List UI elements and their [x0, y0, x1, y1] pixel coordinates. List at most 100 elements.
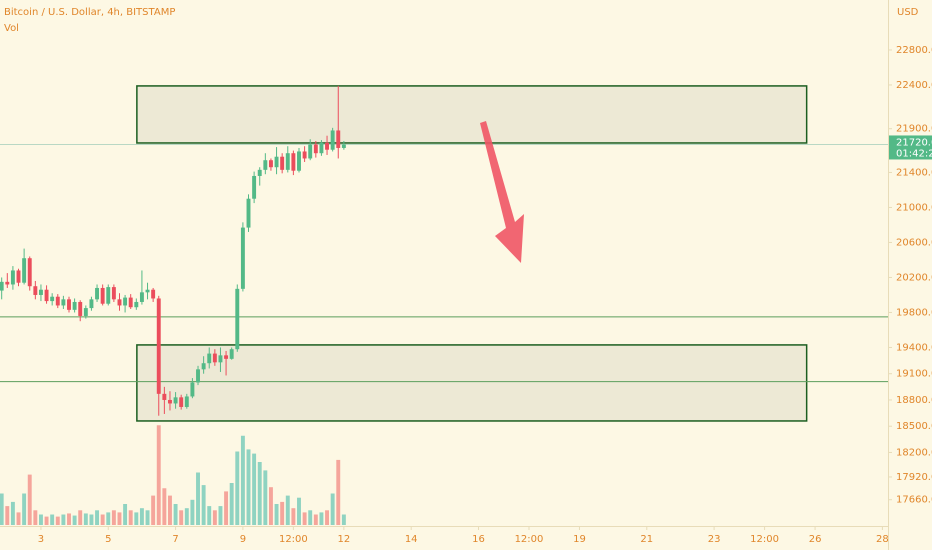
- candle-body: [224, 355, 229, 359]
- x-tick-label: 14: [405, 534, 418, 545]
- candle-body: [117, 299, 122, 306]
- candle-body: [212, 353, 217, 363]
- candle-body: [201, 363, 206, 370]
- chart-title: Bitcoin / U.S. Dollar, 4h, BITSTAMP: [4, 7, 175, 18]
- y-tick-label: 19400.00: [896, 342, 932, 353]
- volume-bar: [263, 470, 268, 525]
- y-tick-label: 18200.00: [896, 447, 932, 458]
- volume-bar: [72, 515, 77, 525]
- volume-bar: [280, 501, 285, 525]
- candle-body: [145, 289, 150, 293]
- zone: [136, 344, 808, 422]
- volume-bar: [224, 491, 229, 525]
- volume-bar: [274, 504, 279, 525]
- volume-bar: [201, 485, 206, 525]
- candle-body: [33, 286, 38, 295]
- y-tick-label: 22800.00: [896, 45, 932, 56]
- volume-bar: [27, 474, 32, 525]
- candle-body: [330, 130, 335, 150]
- zone: [136, 85, 808, 144]
- volume-bar: [78, 510, 83, 525]
- candle-body: [268, 160, 273, 168]
- volume-bar: [162, 488, 167, 525]
- volume-bar: [190, 499, 195, 525]
- plot-layer: [0, 85, 888, 525]
- volume-bar: [0, 493, 4, 525]
- volume-bar: [207, 506, 212, 525]
- volume-bar: [100, 514, 105, 525]
- candle-body: [341, 144, 346, 148]
- volume-bar: [291, 508, 296, 525]
- volume-bar: [173, 504, 178, 525]
- candle-body: [285, 153, 290, 170]
- arrow-annotation: [480, 121, 524, 263]
- candle-body: [16, 270, 21, 283]
- volume-bar: [196, 472, 200, 525]
- volume-bar: [83, 513, 88, 525]
- candle-body: [123, 297, 128, 306]
- candle-body: [207, 353, 212, 364]
- volume-bar: [128, 510, 133, 525]
- x-tick-label: 12: [338, 534, 351, 545]
- volume-bar: [50, 514, 55, 525]
- volume-bar: [134, 512, 139, 525]
- x-tick-label: 19: [573, 534, 586, 545]
- volume-bar: [16, 512, 21, 525]
- x-tick-label: 7: [172, 534, 178, 545]
- candle-body: [291, 153, 296, 171]
- volume-bar: [22, 493, 27, 525]
- volume-bar: [55, 516, 60, 525]
- candle-body: [308, 144, 313, 159]
- x-tick-label: 12:00: [515, 534, 544, 545]
- volume-bar: [151, 495, 156, 525]
- volume-bar: [313, 514, 318, 525]
- countdown-label: 01:42:21: [896, 148, 932, 159]
- volume-bar: [145, 510, 150, 525]
- volume-bar: [308, 510, 313, 525]
- volume-bar: [257, 462, 262, 525]
- candle-body: [38, 289, 43, 295]
- candle-body: [55, 296, 60, 306]
- candle-body: [0, 281, 4, 291]
- y-tick-label: 17660.00: [896, 495, 932, 506]
- volume-bar: [218, 506, 223, 525]
- candle-body: [274, 156, 279, 168]
- candle-body: [235, 288, 240, 350]
- candle-body: [173, 397, 178, 404]
- volume-bar: [38, 514, 43, 525]
- volume-bar: [111, 510, 116, 525]
- y-tick-label: 21400.00: [896, 167, 932, 178]
- volume-bar: [10, 501, 15, 525]
- candle-body: [44, 289, 49, 302]
- candle-body: [134, 301, 139, 308]
- candle-body: [218, 355, 223, 363]
- candle-body: [246, 198, 251, 228]
- candle-body: [95, 287, 100, 300]
- y-tick-label: 21000.00: [896, 202, 932, 213]
- candle-body: [72, 301, 77, 310]
- candle-body: [336, 130, 341, 148]
- volume-bar: [33, 510, 38, 525]
- candle-body: [22, 258, 27, 283]
- y-tick-label: 18500.00: [896, 421, 932, 432]
- candle-body: [106, 287, 111, 304]
- candle-body: [229, 349, 234, 359]
- volume-bar: [179, 510, 184, 525]
- volume-bar: [212, 510, 217, 525]
- candle-body: [128, 297, 133, 308]
- candle-body: [139, 292, 144, 302]
- x-tick-label: 23: [708, 534, 721, 545]
- volume-bar: [330, 493, 335, 525]
- volume-bar: [246, 449, 251, 525]
- candle-body: [297, 151, 301, 171]
- x-tick-label: 21: [640, 534, 653, 545]
- volume-label: Vol: [4, 23, 19, 34]
- volume-bar: [268, 487, 273, 525]
- volume-bar: [89, 514, 94, 525]
- volume-bar: [117, 512, 122, 525]
- volume-bar: [336, 459, 341, 525]
- candle-body: [252, 175, 257, 199]
- x-tick-label: 26: [809, 534, 822, 545]
- y-tick-label: 20600.00: [896, 237, 932, 248]
